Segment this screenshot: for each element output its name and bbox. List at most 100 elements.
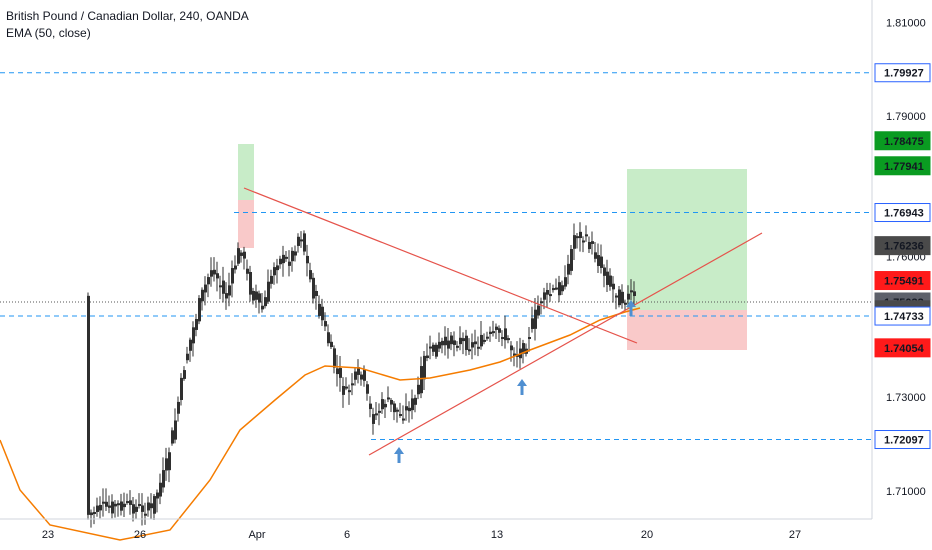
y-tick-label: 1.81000 bbox=[886, 17, 926, 29]
candle-body bbox=[132, 504, 135, 514]
candle-body bbox=[366, 384, 369, 394]
price-tag[interactable] bbox=[874, 271, 931, 291]
candle-body bbox=[195, 319, 198, 330]
candle-body bbox=[588, 241, 591, 250]
price-tag[interactable] bbox=[874, 63, 931, 83]
up-arrow-icon bbox=[626, 300, 636, 316]
candle-body bbox=[444, 336, 447, 346]
candle-body bbox=[600, 256, 603, 268]
candle-body bbox=[621, 291, 624, 304]
candle-body bbox=[240, 252, 243, 256]
candle-body bbox=[606, 271, 609, 285]
y-tick-label: 1.71000 bbox=[886, 486, 926, 498]
candle-body bbox=[237, 248, 240, 264]
y-tick-label: 1.79000 bbox=[886, 111, 926, 123]
symbol-title[interactable]: British Pound / Canadian Dollar, 240, OA… bbox=[6, 9, 249, 23]
candle-body bbox=[357, 367, 360, 375]
candle-body bbox=[456, 345, 459, 348]
candle-body bbox=[147, 502, 150, 511]
candle-body bbox=[630, 290, 633, 293]
candle-body bbox=[429, 346, 432, 349]
candle-body bbox=[312, 277, 315, 299]
candle-body bbox=[594, 252, 597, 259]
candle-body bbox=[453, 340, 456, 345]
price-tag[interactable] bbox=[874, 236, 931, 256]
candle-body bbox=[501, 337, 504, 340]
price-tag[interactable] bbox=[874, 338, 931, 358]
candle-body bbox=[399, 414, 402, 417]
loss-zone[interactable] bbox=[627, 310, 747, 350]
candle-body bbox=[99, 504, 102, 511]
candle-body bbox=[507, 338, 510, 341]
candle-body bbox=[129, 500, 132, 505]
candle-body bbox=[354, 371, 357, 380]
candle-body bbox=[420, 366, 423, 394]
candle-body bbox=[393, 403, 396, 413]
candle-body bbox=[579, 231, 582, 239]
candle-body bbox=[342, 386, 345, 395]
candle-body bbox=[96, 505, 99, 512]
candle-body bbox=[597, 255, 600, 266]
candle-body bbox=[615, 295, 618, 298]
x-tick-label: 26 bbox=[134, 529, 146, 541]
candle-body bbox=[234, 265, 237, 270]
ascending-trendline[interactable] bbox=[368, 232, 763, 456]
candle-body bbox=[570, 249, 573, 271]
candle-body bbox=[495, 326, 498, 330]
up-arrow-icon bbox=[394, 447, 404, 463]
price-tag[interactable] bbox=[874, 306, 931, 326]
x-tick-label: Apr bbox=[248, 529, 265, 541]
candle-body bbox=[120, 501, 123, 511]
profit-zone[interactable] bbox=[627, 169, 747, 310]
candle-body bbox=[612, 283, 615, 290]
price-tag[interactable] bbox=[874, 156, 931, 176]
candle-body bbox=[468, 349, 471, 352]
y-tick-label: 1.73000 bbox=[886, 392, 926, 404]
candle-body bbox=[252, 290, 255, 301]
candle-body bbox=[207, 277, 210, 285]
candle-body bbox=[228, 285, 231, 296]
candle-body bbox=[375, 413, 378, 416]
candle-body bbox=[153, 496, 156, 514]
candle-body bbox=[372, 414, 375, 424]
x-tick-label: 6 bbox=[344, 529, 350, 541]
candle-body bbox=[324, 321, 327, 327]
candle-body bbox=[249, 271, 252, 295]
candle-body bbox=[540, 301, 543, 304]
candle-body bbox=[333, 348, 336, 368]
price-tag-label: 1.72097 bbox=[884, 435, 924, 447]
candle-body bbox=[123, 503, 126, 508]
price-tag[interactable] bbox=[874, 430, 931, 450]
candle-body bbox=[222, 280, 225, 294]
candle-body bbox=[624, 302, 627, 305]
price-tag[interactable] bbox=[874, 131, 931, 151]
candle-body bbox=[330, 341, 333, 348]
candle-body bbox=[216, 273, 219, 279]
candle-body bbox=[177, 401, 180, 414]
candle-body bbox=[345, 386, 348, 389]
candle-body bbox=[180, 377, 183, 400]
candle-body bbox=[282, 254, 285, 264]
candle-body bbox=[114, 503, 117, 507]
candle-body bbox=[432, 344, 435, 352]
candle-body bbox=[339, 368, 342, 378]
descending-trendline[interactable] bbox=[243, 187, 638, 344]
candle-body bbox=[558, 282, 561, 296]
candle-body bbox=[381, 399, 384, 410]
candle-body bbox=[165, 458, 168, 471]
price-tag[interactable] bbox=[874, 203, 931, 223]
candle-body bbox=[126, 501, 129, 504]
candle-body bbox=[258, 293, 261, 303]
candle-body bbox=[549, 294, 552, 297]
ema-line[interactable] bbox=[0, 307, 641, 541]
candle-body bbox=[633, 291, 636, 297]
candle-body bbox=[546, 290, 549, 295]
candle-body bbox=[405, 406, 408, 411]
price-tag-label: 1.79927 bbox=[884, 68, 924, 80]
candle-body bbox=[561, 285, 564, 292]
candle-body bbox=[213, 269, 216, 275]
x-tick-label: 27 bbox=[789, 529, 801, 541]
indicator-label[interactable]: EMA (50, close) bbox=[6, 26, 91, 40]
candle-body bbox=[87, 295, 90, 515]
